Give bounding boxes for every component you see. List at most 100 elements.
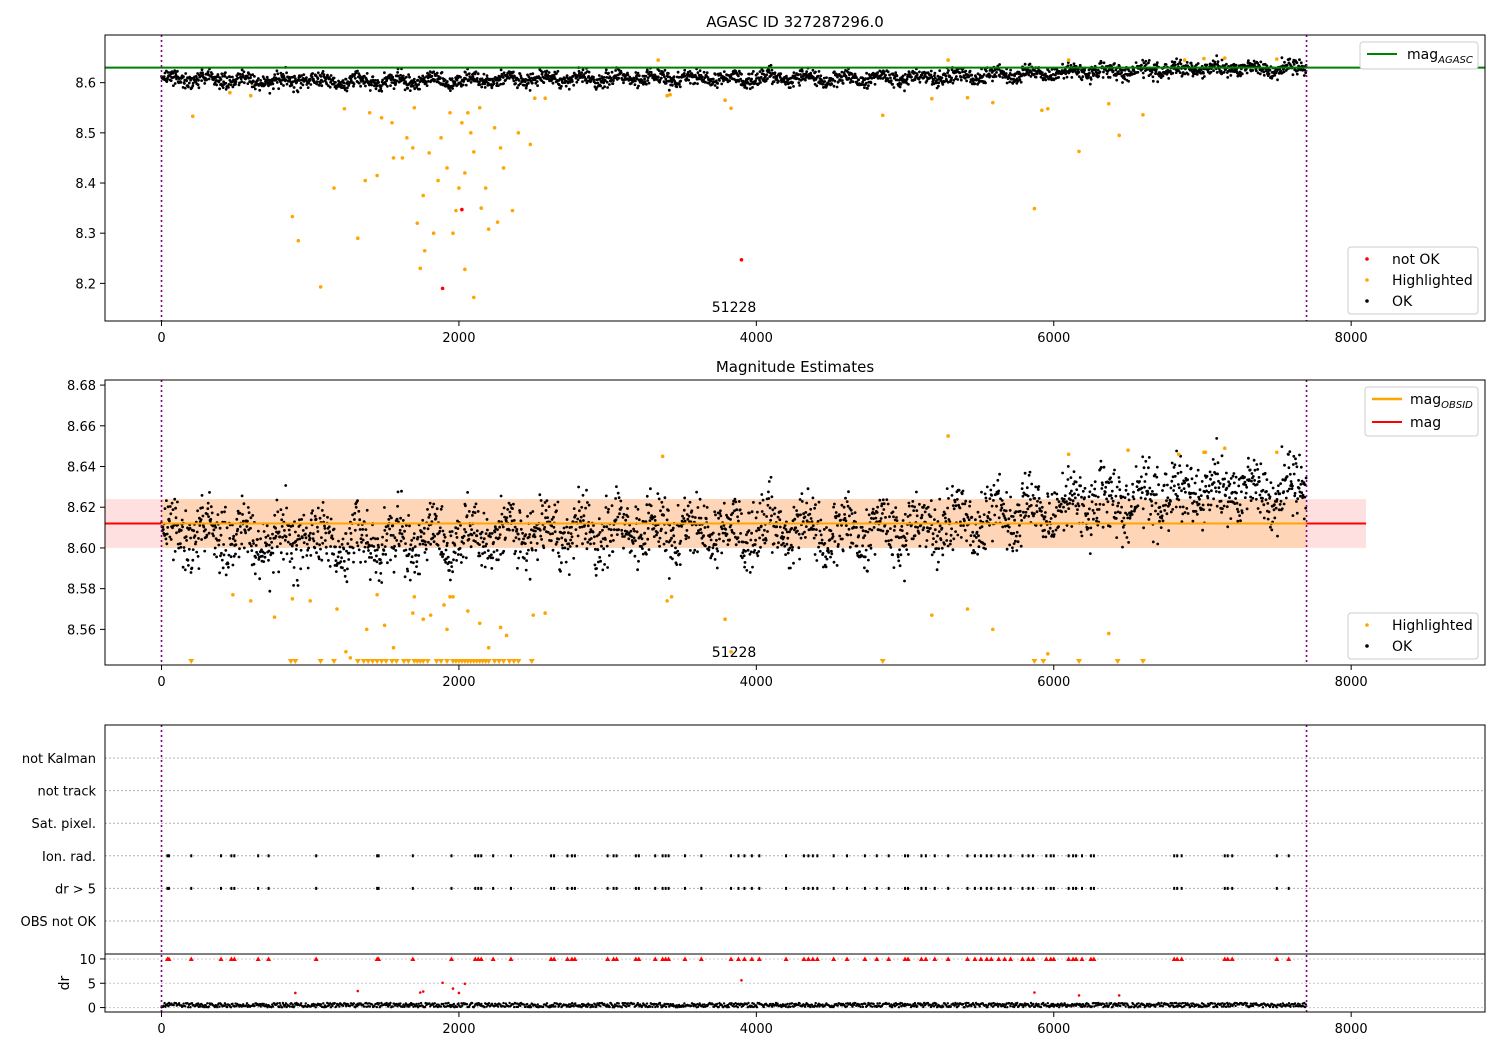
p2-ok-point <box>818 549 822 553</box>
p2-ok-point <box>844 519 848 523</box>
p2-ok-point <box>997 516 1001 520</box>
p2-ok-point <box>512 502 515 506</box>
p2-ok-point <box>258 577 262 581</box>
p1-ok-point <box>499 82 502 86</box>
p1-ok-point <box>183 82 186 85</box>
p2-ok-point <box>474 540 477 543</box>
p2-ok-point <box>619 499 623 503</box>
p1-highlighted-point <box>498 146 503 150</box>
p1-ok-point <box>1213 60 1217 64</box>
p1-ok-point <box>368 89 372 92</box>
p1-ok-point <box>929 69 933 73</box>
p2-ok-point <box>251 514 255 517</box>
p1-ok-point <box>895 74 899 78</box>
p2-ok-point <box>316 530 320 533</box>
p2-ok-point <box>1000 506 1004 510</box>
p1-ok-point <box>317 83 321 87</box>
p2-ok-point <box>1020 519 1023 522</box>
p2-ok-point <box>362 550 366 553</box>
p2-ok-point <box>411 547 415 550</box>
p2-ok-point <box>1008 543 1012 547</box>
p2-ok-point <box>195 530 199 534</box>
p1-ok-point <box>1154 70 1158 73</box>
p2-ok-point <box>940 526 944 530</box>
p1-ok-point <box>561 81 565 85</box>
p1-ok-point <box>397 74 400 78</box>
p1-ok-point <box>1288 57 1292 61</box>
p2-ok-point <box>301 536 304 540</box>
p2-ok-point <box>385 539 388 542</box>
p1-ok-point <box>1086 76 1090 80</box>
legend-not-ok-label: not OK <box>1392 252 1440 268</box>
p2-ok-point <box>325 552 329 555</box>
p2-ok-point <box>385 532 389 536</box>
p1-ok-point <box>565 74 569 78</box>
p2-ok-point <box>1150 499 1153 503</box>
p1-ok-point <box>1088 71 1091 75</box>
p1-ok-point <box>671 83 674 87</box>
p2-ok-point <box>662 513 665 517</box>
p1-ok-point <box>1018 75 1021 79</box>
p1-ok-point <box>1215 71 1219 74</box>
p2-ok-point <box>1019 514 1023 517</box>
p2-ok-point <box>849 533 853 537</box>
p2-ok-point <box>951 548 955 552</box>
p1-ok-point <box>298 79 302 82</box>
p2-ok-point <box>395 517 399 521</box>
p1-ok-point <box>1171 71 1175 75</box>
p1-ok-point <box>227 83 231 86</box>
p1-ok-point <box>430 74 434 78</box>
p2-ok-point <box>718 537 721 541</box>
p2-ok-point <box>164 537 168 541</box>
p1-ok-point <box>370 83 373 87</box>
p1-ok-point <box>1066 61 1070 64</box>
p2-ok-point <box>286 540 290 544</box>
p2-ok-point <box>173 497 177 501</box>
p2-ok-point <box>376 537 380 541</box>
p2-ok-point <box>746 548 750 552</box>
p2-ok-point <box>280 518 284 522</box>
p2-ok-point <box>478 554 482 558</box>
p1-ok-point <box>663 68 667 72</box>
p1-ok-point <box>1102 70 1105 74</box>
p2-ok-point <box>216 513 220 516</box>
p1-ok-point <box>714 73 717 76</box>
p2-ok-point <box>1013 518 1016 522</box>
p1-ok-point <box>930 75 934 79</box>
p1-ok-point <box>216 73 220 76</box>
p2-ok-point <box>566 547 570 551</box>
p2-ok-point <box>773 512 776 516</box>
p2-ok-point <box>1110 496 1114 500</box>
p1-ok-point <box>994 75 998 78</box>
p2-ok-point <box>262 560 266 563</box>
p2-ok-point <box>593 535 596 539</box>
p2-ok-point <box>235 532 238 536</box>
p2-ok-point <box>249 526 252 530</box>
p2-ok-point <box>512 539 516 543</box>
p2-ok-point <box>1109 476 1112 480</box>
p1-ok-point <box>272 87 275 91</box>
p2-ok-point <box>1066 478 1070 481</box>
p2-ok-point <box>221 566 225 570</box>
p1-ok-point <box>944 74 948 78</box>
p2-ok-point <box>911 537 915 541</box>
p2-ok-point <box>831 535 835 538</box>
p2-ok-point <box>315 551 318 555</box>
p2-ok-point <box>610 534 613 537</box>
p2-ok-point <box>991 539 994 543</box>
p2-ok-point <box>361 538 365 542</box>
p2-ok-point <box>324 531 328 535</box>
p2-ok-point <box>518 511 522 514</box>
p2-ok-point <box>534 548 538 552</box>
p2-ok-point <box>368 578 372 581</box>
p1-ok-point <box>478 83 482 86</box>
p2-ok-point <box>804 511 808 514</box>
p2-ok-point <box>1067 507 1071 510</box>
p1-ok-point <box>203 82 207 85</box>
p1-ok-point <box>598 77 602 81</box>
p2-ok-point <box>687 514 691 518</box>
p2-ok-point <box>604 506 608 509</box>
p1-ok-point <box>604 79 607 82</box>
p1-ok-point <box>173 82 177 85</box>
p1-highlighted-point <box>532 96 537 101</box>
